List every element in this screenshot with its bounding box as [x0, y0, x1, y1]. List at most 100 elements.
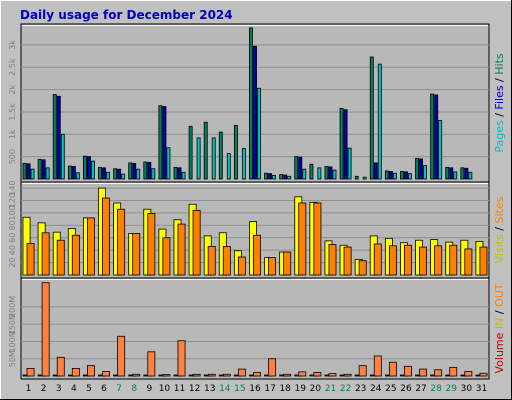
day-label: 14: [219, 384, 231, 394]
legend-bottom: Volume IN / OUT: [493, 283, 506, 373]
bar-hits-day-11: [173, 166, 178, 180]
bar-out-day-10: [162, 374, 171, 377]
bar-sites-day-28: [434, 245, 443, 276]
bar-out-day-17: [268, 358, 277, 377]
tick-label: 3k: [8, 40, 17, 50]
bar-hits-day-16: [249, 27, 253, 180]
bar-hits-day-25: [384, 170, 389, 180]
bar-sites-day-20: [313, 202, 322, 276]
bar-hits-day-20: [309, 163, 314, 180]
legend-entry: OUT: [493, 283, 506, 307]
legend-entry: Hits: [493, 53, 506, 75]
bar-out-day-6: [102, 371, 110, 377]
bar-sites-day-7: [117, 208, 126, 276]
tick-label: 50M: [8, 350, 17, 367]
tick-label: 140: [8, 180, 17, 195]
bar-out-day-5: [86, 365, 95, 377]
bar-sites-day-31: [479, 246, 488, 276]
bar-files-day-28: [434, 94, 439, 180]
bar-sites-day-15: [237, 256, 246, 276]
day-label: 10: [159, 384, 171, 394]
legend-entry: Sites: [493, 196, 506, 223]
day-label: 18: [279, 384, 291, 394]
bar-sites-day-18: [283, 251, 292, 276]
bar-hits-day-26: [400, 170, 404, 180]
bar-pages-day-16: [257, 87, 261, 180]
bar-sites-day-11: [177, 223, 186, 276]
day-label: 13: [204, 384, 215, 394]
bar-hits-day-19: [294, 156, 299, 180]
bar-files-day-16: [253, 45, 257, 180]
bar-files-day-11: [177, 167, 182, 180]
bar-sites-day-17: [268, 257, 277, 276]
bar-files-day-8: [132, 162, 137, 180]
legend-entry: /: [493, 223, 506, 234]
bar-files-day-5: [86, 156, 91, 180]
bar-pages-day-19: [302, 168, 307, 180]
tick-label: 60: [8, 233, 17, 243]
day-label: 24: [370, 384, 382, 394]
day-label: 7: [116, 384, 122, 394]
bar-hits-day-12: [188, 125, 193, 180]
tick-label: 20: [8, 257, 17, 267]
day-label: 8: [131, 384, 137, 394]
bar-out-day-28: [434, 369, 443, 377]
bar-files-day-19: [298, 156, 303, 180]
day-label: 23: [355, 384, 366, 394]
day-label: 4: [71, 384, 77, 394]
tick-label: 1k: [8, 129, 17, 139]
bar-out-day-11: [177, 340, 186, 377]
tick-label: 40: [8, 245, 17, 255]
bar-hits-day-29: [445, 166, 450, 180]
legend-top: Pages / Files / Hits: [493, 53, 506, 153]
bar-sites-day-2: [41, 232, 50, 276]
bar-files-day-10: [162, 106, 167, 180]
bar-out-day-25: [388, 361, 397, 377]
legend-entry: Pages: [493, 120, 506, 153]
bar-files-day-6: [102, 167, 106, 180]
bar-out-day-24: [373, 355, 382, 377]
bar-files-day-25: [388, 170, 393, 180]
bar-sites-day-24: [373, 243, 382, 276]
bar-pages-day-20: [317, 167, 322, 180]
bar-out-day-14: [222, 373, 231, 377]
bar-out-day-9: [147, 351, 156, 377]
bar-hits-day-28: [430, 93, 435, 180]
day-label: 22: [340, 384, 351, 394]
bar-pages-day-13: [211, 137, 216, 180]
bar-sites-day-9: [147, 213, 156, 276]
bar-hits-day-22: [339, 107, 344, 180]
bar-files-day-18: [283, 174, 288, 180]
bar-out-day-21: [328, 373, 337, 377]
bar-pages-day-4: [75, 172, 80, 180]
bar-sites-day-8: [132, 233, 141, 276]
bar-out-day-3: [56, 356, 65, 377]
bar-sites-day-12: [192, 210, 201, 276]
panel-top: 500 1k 1.5k 2k 2.5k 3k Pages / Files / Hits: [8, 23, 506, 183]
tick-label: 2.5k: [8, 58, 17, 76]
bar-out-day-27: [419, 368, 428, 377]
day-label: 31: [476, 384, 487, 394]
bar-out-day-4: [71, 367, 80, 377]
bar-files-day-21: [328, 166, 333, 180]
bar-hits-day-2: [37, 158, 42, 180]
bar-out-day-7: [117, 335, 126, 377]
bar-sites-day-1: [26, 242, 35, 276]
bar-pages-day-29: [453, 171, 458, 180]
day-label: 11: [174, 384, 185, 394]
day-label: 27: [415, 384, 426, 394]
bar-pages-day-25: [392, 172, 397, 180]
bar-sites-day-29: [449, 244, 458, 276]
tick-label: 200M: [8, 296, 17, 318]
bar-files-day-29: [449, 167, 454, 180]
bar-files-day-7: [117, 168, 122, 180]
day-label: 30: [461, 384, 473, 394]
day-label: 15: [234, 384, 245, 394]
bar-hits-day-10: [158, 105, 163, 180]
bar-files-day-3: [56, 95, 61, 180]
bar-out-day-29: [449, 366, 458, 377]
bar-pages-day-9: [151, 168, 156, 180]
bar-sites-day-26: [404, 244, 412, 276]
bar-hits-day-8: [128, 162, 133, 180]
